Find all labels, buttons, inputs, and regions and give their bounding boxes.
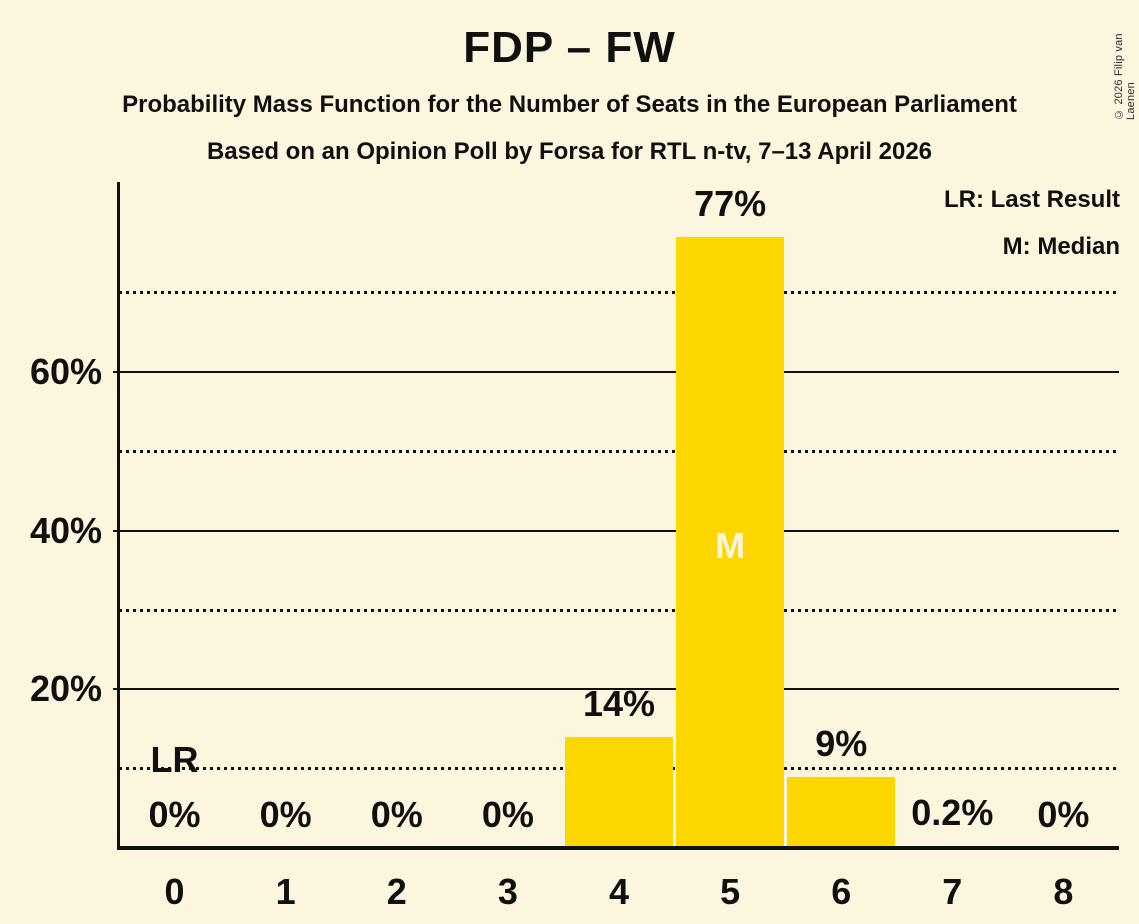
value-label-seats-4: 14%: [582, 682, 656, 724]
gridline-solid-60: [113, 371, 1119, 373]
x-axis-label-3: 3: [497, 871, 518, 912]
chart-subtitle: Probability Mass Function for the Number…: [122, 91, 1017, 118]
value-label-seats-6: 9%: [815, 722, 868, 764]
y-axis-label-20: 20%: [29, 668, 102, 710]
x-axis-label-1: 1: [275, 871, 296, 912]
gridline-solid-20: [113, 688, 1119, 691]
x-axis-label-0: 0: [164, 871, 185, 912]
x-axis-label-2: 2: [386, 871, 407, 912]
chart-title: FDP – FW: [463, 23, 676, 72]
chart-source-line: Based on an Opinion Poll by Forsa for RT…: [206, 138, 933, 165]
gridline-dotted-30: [119, 608, 1119, 612]
bar-seats-4: [565, 736, 673, 848]
gridline-dotted-70: [119, 291, 1119, 295]
y-axis-label-60: 60%: [29, 351, 102, 392]
x-axis-label-4: 4: [608, 871, 629, 912]
x-axis-label-6: 6: [831, 871, 852, 912]
y-axis-label-40: 40%: [29, 509, 102, 551]
legend-median: M: Median: [1002, 233, 1120, 260]
x-axis-line: [117, 846, 1119, 850]
x-axis-label-5: 5: [720, 871, 741, 912]
value-label-seats-5: 77%: [694, 183, 767, 225]
median-marker-label: M: [715, 525, 746, 566]
gridline-solid-40: [113, 529, 1119, 532]
value-label-seats-0: 0%: [148, 794, 201, 835]
y-axis-line: [117, 182, 120, 850]
bar-seats-6: [787, 776, 896, 848]
value-label-seats-1: 0%: [259, 794, 312, 835]
value-label-seats-3: 0%: [481, 794, 534, 835]
bar-seats-5: [676, 237, 785, 848]
legend-last-result: LR: Last Result: [943, 186, 1120, 213]
value-label-seats-2: 0%: [370, 794, 423, 835]
x-axis-label-8: 8: [1053, 871, 1074, 912]
x-axis-label-7: 7: [942, 871, 963, 912]
gridline-dotted-50: [119, 449, 1119, 453]
last-result-marker-label: LR: [150, 739, 199, 780]
value-label-seats-7: 0.2%: [911, 792, 994, 834]
value-label-seats-8: 0%: [1037, 794, 1090, 835]
